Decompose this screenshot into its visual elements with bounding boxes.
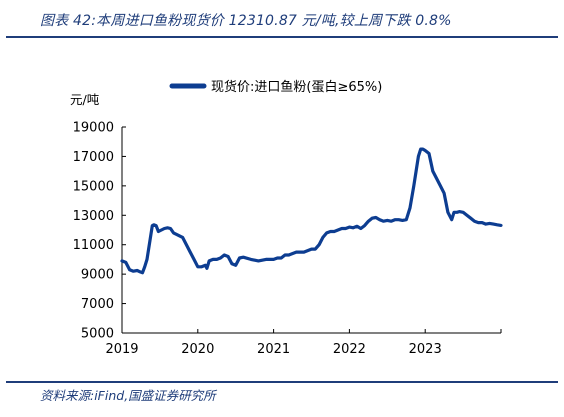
axes [121, 127, 501, 334]
figure-header: 图表 42:本周进口鱼粉现货价 12310.87 元/吨,较上周下跌 0.8% [6, 4, 558, 38]
source-note: 资料来源:iFind,国盛证券研究所 [40, 388, 216, 403]
x-tick-label: 2021 [257, 342, 290, 357]
x-tick-label: 2020 [181, 342, 214, 357]
x-tick-label: 2023 [409, 342, 442, 357]
y-tick-label: 13000 [73, 209, 114, 224]
y-tick-label: 5000 [81, 327, 114, 342]
y-axis-unit: 元/吨 [70, 92, 100, 107]
x-axis-ticks: 2019 2020 2021 2022 2023 [105, 329, 502, 357]
y-tick-label: 11000 [73, 238, 114, 253]
footer-divider [6, 381, 558, 383]
legend-label: 现货价:进口鱼粉(蛋白≥65%) [211, 79, 382, 95]
y-axis-ticks: 19000 17000 15000 13000 11000 9000 7000 5000 [73, 121, 126, 342]
x-tick-label: 2022 [333, 342, 366, 357]
header-divider [6, 36, 558, 38]
y-tick-label: 9000 [81, 268, 114, 283]
y-tick-label: 17000 [73, 150, 114, 165]
y-tick-label: 7000 [81, 297, 114, 312]
x-tick-label: 2019 [105, 342, 138, 357]
legend: 现货价:进口鱼粉(蛋白≥65%) [169, 79, 382, 95]
series-line [120, 147, 503, 275]
figure-title: 图表 42:本周进口鱼粉现货价 12310.87 元/吨,较上周下跌 0.8% [40, 13, 452, 29]
y-tick-label: 19000 [73, 121, 114, 136]
y-tick-label: 15000 [73, 179, 114, 194]
